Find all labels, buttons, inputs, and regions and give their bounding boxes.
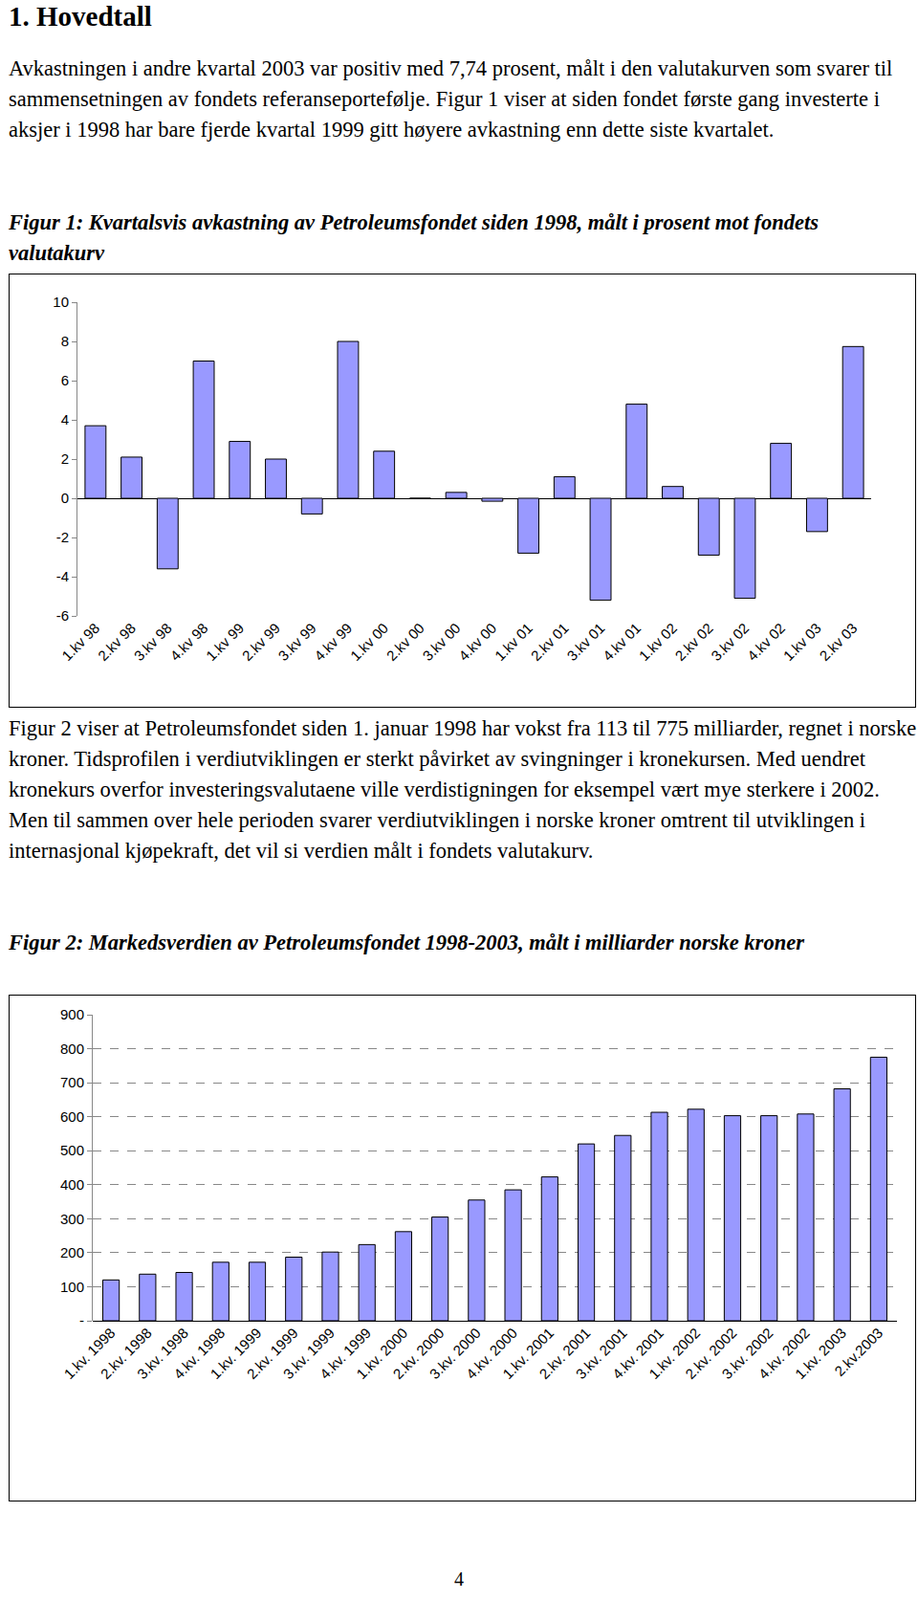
svg-text:4.kv. 2000: 4.kv. 2000 (462, 1324, 521, 1382)
svg-text:400: 400 (60, 1176, 85, 1193)
svg-text:-6: -6 (56, 607, 69, 624)
svg-text:200: 200 (60, 1244, 85, 1261)
svg-text:2.kv 99: 2.kv 99 (239, 619, 284, 664)
svg-text:900: 900 (60, 1005, 85, 1023)
svg-text:4: 4 (61, 411, 69, 428)
svg-text:4.kv. 1998: 4.kv. 1998 (170, 1324, 228, 1382)
svg-text:2.kv. 2001: 2.kv. 2001 (535, 1324, 593, 1382)
svg-text:3.kv. 1999: 3.kv. 1999 (280, 1324, 338, 1382)
html-text:Figur 2 viser at Petroleumsfon: Figur 2 viser at Petroleumsfondet siden … (8, 716, 917, 863)
html-text:Avkastningen i andre kvartal 2: Avkastningen i andre kvartal 2003 var po… (8, 56, 893, 142)
svg-text:300: 300 (60, 1210, 85, 1227)
svg-text:-2: -2 (56, 528, 69, 546)
svg-text:100: 100 (60, 1278, 85, 1295)
svg-text:3.kv. 2000: 3.kv. 2000 (426, 1324, 484, 1382)
svg-text:2.kv 98: 2.kv 98 (94, 619, 139, 664)
svg-text:4.kv. 2001: 4.kv. 2001 (609, 1324, 667, 1382)
svg-text:1.kv. 2002: 1.kv. 2002 (645, 1324, 703, 1382)
svg-text:2.kv. 2002: 2.kv. 2002 (681, 1324, 740, 1382)
svg-text:4.kv. 2002: 4.kv. 2002 (755, 1324, 813, 1382)
svg-text:1.kv 02: 1.kv 02 (635, 619, 680, 664)
svg-text:2.kv.2003: 2.kv.2003 (830, 1324, 886, 1379)
svg-text:1.kv. 2001: 1.kv. 2001 (499, 1324, 557, 1382)
svg-text:3.kv. 2001: 3.kv. 2001 (572, 1324, 631, 1382)
svg-text:4.kv 02: 4.kv 02 (743, 619, 788, 664)
svg-text:1.kv 00: 1.kv 00 (347, 619, 392, 664)
svg-text:3.kv 99: 3.kv 99 (274, 619, 319, 664)
svg-text:800: 800 (60, 1040, 85, 1057)
svg-text:10: 10 (52, 293, 69, 310)
svg-text:1.kv. 1998: 1.kv. 1998 (60, 1324, 118, 1382)
svg-text:3.kv. 2002: 3.kv. 2002 (718, 1324, 776, 1382)
svg-text:1.kv. 1999: 1.kv. 1999 (206, 1324, 264, 1382)
svg-text:1.kv 01: 1.kv 01 (491, 619, 536, 664)
svg-text:3.kv 00: 3.kv 00 (418, 619, 463, 664)
svg-text:-: - (79, 1311, 85, 1329)
svg-text:2: 2 (61, 450, 69, 467)
html-text:Figur 1: Kvartalsvis avkastnin: Figur 1: Kvartalsvis avkastning av Petro… (8, 210, 819, 265)
html-text:4: 4 (454, 1568, 464, 1590)
svg-text:8: 8 (61, 332, 69, 350)
svg-text:2.kv 00: 2.kv 00 (383, 619, 428, 664)
svg-text:1.kv 99: 1.kv 99 (202, 619, 247, 664)
svg-text:2.kv 02: 2.kv 02 (671, 619, 716, 664)
svg-text:2.kv. 2000: 2.kv. 2000 (389, 1324, 447, 1382)
html-text:1. Hovedtall: 1. Hovedtall (8, 0, 152, 32)
svg-text:1.kv. 2003: 1.kv. 2003 (791, 1324, 850, 1382)
svg-text:3.kv 02: 3.kv 02 (707, 619, 752, 664)
svg-text:4.kv 00: 4.kv 00 (455, 619, 500, 664)
svg-text:4.kv 98: 4.kv 98 (166, 619, 211, 664)
svg-text:500: 500 (60, 1141, 85, 1159)
svg-text:2.kv 01: 2.kv 01 (527, 619, 572, 664)
svg-text:2.kv 03: 2.kv 03 (815, 619, 860, 664)
svg-text:3.kv 01: 3.kv 01 (563, 619, 608, 664)
svg-text:2.kv. 1999: 2.kv. 1999 (242, 1324, 301, 1382)
svg-text:-4: -4 (56, 568, 69, 585)
html-text:Figur 2: Markedsverdien av Pet: Figur 2: Markedsverdien av Petroleumsfon… (8, 930, 805, 955)
svg-text:4.kv 99: 4.kv 99 (310, 619, 355, 664)
svg-text:1.kv 98: 1.kv 98 (58, 619, 103, 664)
svg-text:4.kv 01: 4.kv 01 (599, 619, 644, 664)
svg-text:1.kv. 2000: 1.kv. 2000 (352, 1324, 411, 1382)
svg-text:600: 600 (60, 1108, 85, 1125)
svg-text:1.kv 03: 1.kv 03 (780, 619, 825, 664)
svg-text:4.kv. 1999: 4.kv. 1999 (316, 1324, 374, 1382)
svg-text:6: 6 (61, 371, 69, 389)
svg-text:700: 700 (60, 1073, 85, 1091)
svg-text:3.kv 98: 3.kv 98 (131, 619, 175, 664)
svg-text:2.kv. 1998: 2.kv. 1998 (97, 1324, 155, 1382)
svg-text:3.kv. 1998: 3.kv. 1998 (133, 1324, 192, 1382)
svg-text:0: 0 (61, 489, 69, 506)
